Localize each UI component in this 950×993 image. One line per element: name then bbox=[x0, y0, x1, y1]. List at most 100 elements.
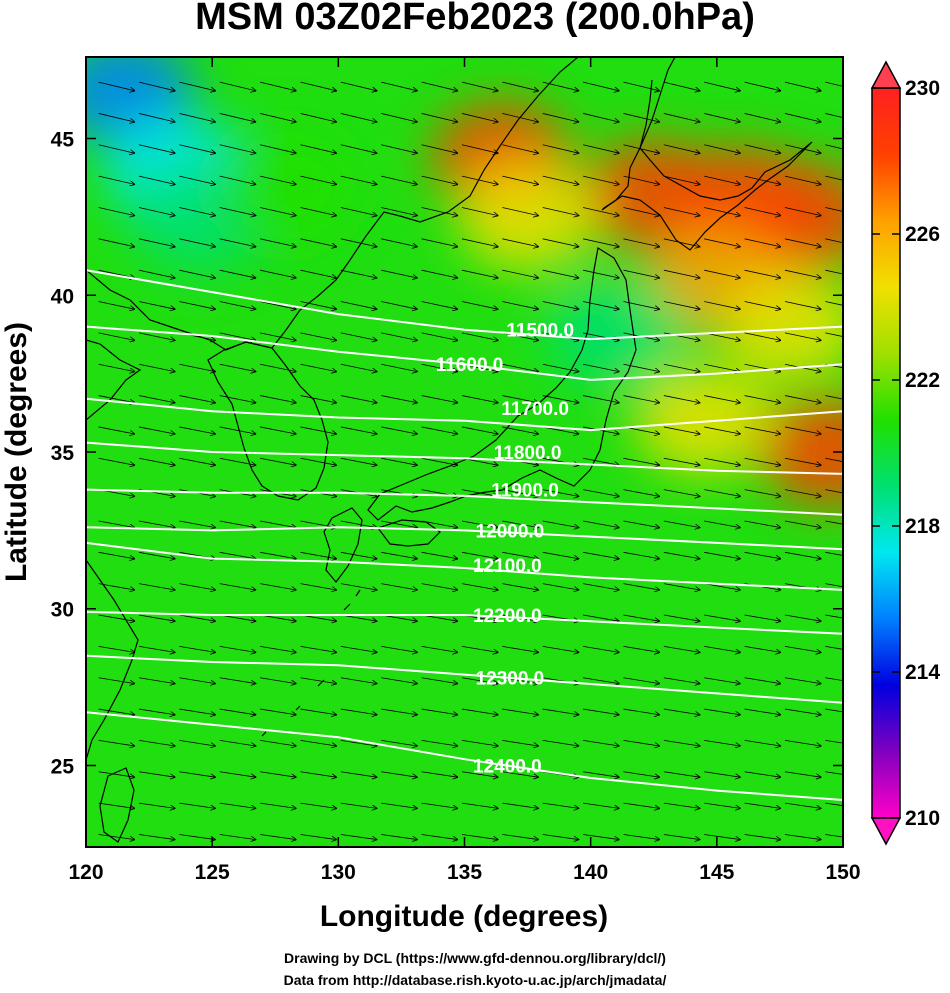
wind-arrow bbox=[784, 645, 821, 652]
wind-arrow bbox=[179, 238, 215, 247]
wind-arrow bbox=[542, 802, 579, 808]
wind-arrow bbox=[461, 81, 498, 91]
wind-arrow bbox=[219, 363, 256, 371]
wind-arrow bbox=[179, 583, 215, 590]
wind-arrow bbox=[219, 708, 256, 715]
wind-arrow bbox=[219, 677, 256, 684]
wind-arrow bbox=[784, 802, 821, 808]
wind-arrow bbox=[138, 426, 175, 434]
contour-label: 12000.0 bbox=[476, 521, 545, 542]
wind-arrow bbox=[260, 551, 296, 558]
wind-arrow bbox=[542, 740, 579, 746]
wind-arrow bbox=[744, 144, 781, 153]
wind-arrow bbox=[784, 332, 821, 341]
x-tick-label: 125 bbox=[195, 861, 230, 884]
x-tick-label: 150 bbox=[825, 861, 860, 884]
wind-arrow bbox=[542, 81, 579, 91]
wind-arrow bbox=[421, 207, 458, 215]
wind-arrow bbox=[98, 583, 135, 590]
wind-arrow bbox=[179, 426, 215, 434]
wind-arrow bbox=[663, 771, 700, 777]
wind-arrow bbox=[98, 332, 135, 341]
wind-arrow bbox=[179, 144, 215, 153]
wind-arrow bbox=[704, 677, 740, 684]
ryukyu-islands bbox=[261, 589, 361, 737]
wind-arrow bbox=[219, 81, 256, 91]
wind-arrow bbox=[825, 645, 843, 650]
wind-arrow bbox=[381, 301, 417, 310]
wind-arrow bbox=[179, 81, 215, 91]
chart-title: MSM 03Z02Feb2023 (200.0hPa) bbox=[195, 0, 755, 38]
wind-arrow bbox=[138, 677, 175, 684]
wind-arrow bbox=[704, 269, 740, 278]
wind-arrow bbox=[340, 645, 377, 652]
wind-arrow bbox=[138, 175, 175, 184]
wind-arrow bbox=[502, 740, 538, 746]
wind-arrow bbox=[179, 457, 215, 465]
colorbar-tick-label: 230 bbox=[905, 77, 940, 100]
wind-arrow bbox=[260, 740, 296, 746]
wind-arrow bbox=[340, 332, 377, 341]
wind-arrow bbox=[704, 520, 740, 528]
wind-arrow bbox=[744, 113, 781, 122]
wind-arrow bbox=[300, 363, 336, 371]
wind-arrow bbox=[138, 520, 175, 528]
wind-arrow bbox=[663, 802, 700, 808]
wind-arrow bbox=[583, 207, 619, 215]
wind-arrow bbox=[461, 834, 498, 839]
wind-arrow bbox=[421, 551, 458, 558]
wind-arrow bbox=[340, 81, 377, 91]
wind-arrow bbox=[825, 269, 843, 275]
contour-label: 11700.0 bbox=[501, 399, 569, 420]
wind-arrow bbox=[300, 834, 336, 839]
wind-arrow bbox=[300, 238, 336, 247]
wind-arrow bbox=[583, 144, 619, 153]
wind-arrow bbox=[260, 771, 296, 777]
wind-arrow bbox=[663, 269, 700, 278]
wind-arrow bbox=[381, 395, 417, 403]
wind-arrow bbox=[340, 301, 377, 310]
wind-arrow bbox=[421, 771, 458, 777]
wind-arrow bbox=[421, 81, 458, 91]
wind-arrow bbox=[825, 332, 843, 337]
contour-label: 12200.0 bbox=[473, 606, 542, 627]
wind-arrow bbox=[340, 395, 377, 403]
wind-arrow bbox=[744, 395, 781, 403]
wind-arrow bbox=[704, 802, 740, 808]
wind-arrow bbox=[744, 269, 781, 278]
wind-arrow bbox=[623, 677, 659, 684]
wind-arrow bbox=[421, 583, 458, 590]
wind-arrow bbox=[461, 708, 498, 715]
wind-arrow bbox=[381, 551, 417, 558]
wind-arrow bbox=[179, 395, 215, 403]
footer-credit-drawing: Drawing by DCL (https://www.gfd-dennou.o… bbox=[284, 950, 666, 966]
wind-arrow bbox=[784, 426, 821, 434]
wind-arrow bbox=[583, 645, 619, 652]
wind-arrow bbox=[381, 269, 417, 278]
wind-arrow bbox=[179, 708, 215, 715]
wind-arrow bbox=[340, 614, 377, 621]
wind-arrow bbox=[381, 740, 417, 746]
wind-arrow bbox=[300, 802, 336, 808]
wind-arrow bbox=[623, 363, 659, 371]
wind-arrow bbox=[744, 551, 781, 558]
wind-arrow bbox=[663, 395, 700, 403]
wind-arrow bbox=[825, 834, 843, 838]
x-axis-title: Longitude (degrees) bbox=[320, 900, 608, 933]
contour-label: 11900.0 bbox=[491, 481, 559, 502]
wind-arrow bbox=[744, 207, 781, 215]
footer-credit-data: Data from http://database.rish.kyoto-u.a… bbox=[283, 972, 667, 988]
wind-arrow bbox=[663, 740, 700, 746]
wind-arrow bbox=[260, 269, 296, 278]
wind-arrow bbox=[260, 395, 296, 403]
wind-arrow bbox=[381, 81, 417, 91]
wind-arrow bbox=[744, 740, 781, 746]
wind-arrow bbox=[744, 81, 781, 91]
wind-arrow bbox=[784, 740, 821, 746]
wind-arrow bbox=[381, 113, 417, 122]
wind-arrow bbox=[219, 834, 256, 839]
wind-arrow bbox=[381, 771, 417, 777]
wind-arrow bbox=[179, 175, 215, 184]
wind-arrow bbox=[502, 426, 538, 434]
